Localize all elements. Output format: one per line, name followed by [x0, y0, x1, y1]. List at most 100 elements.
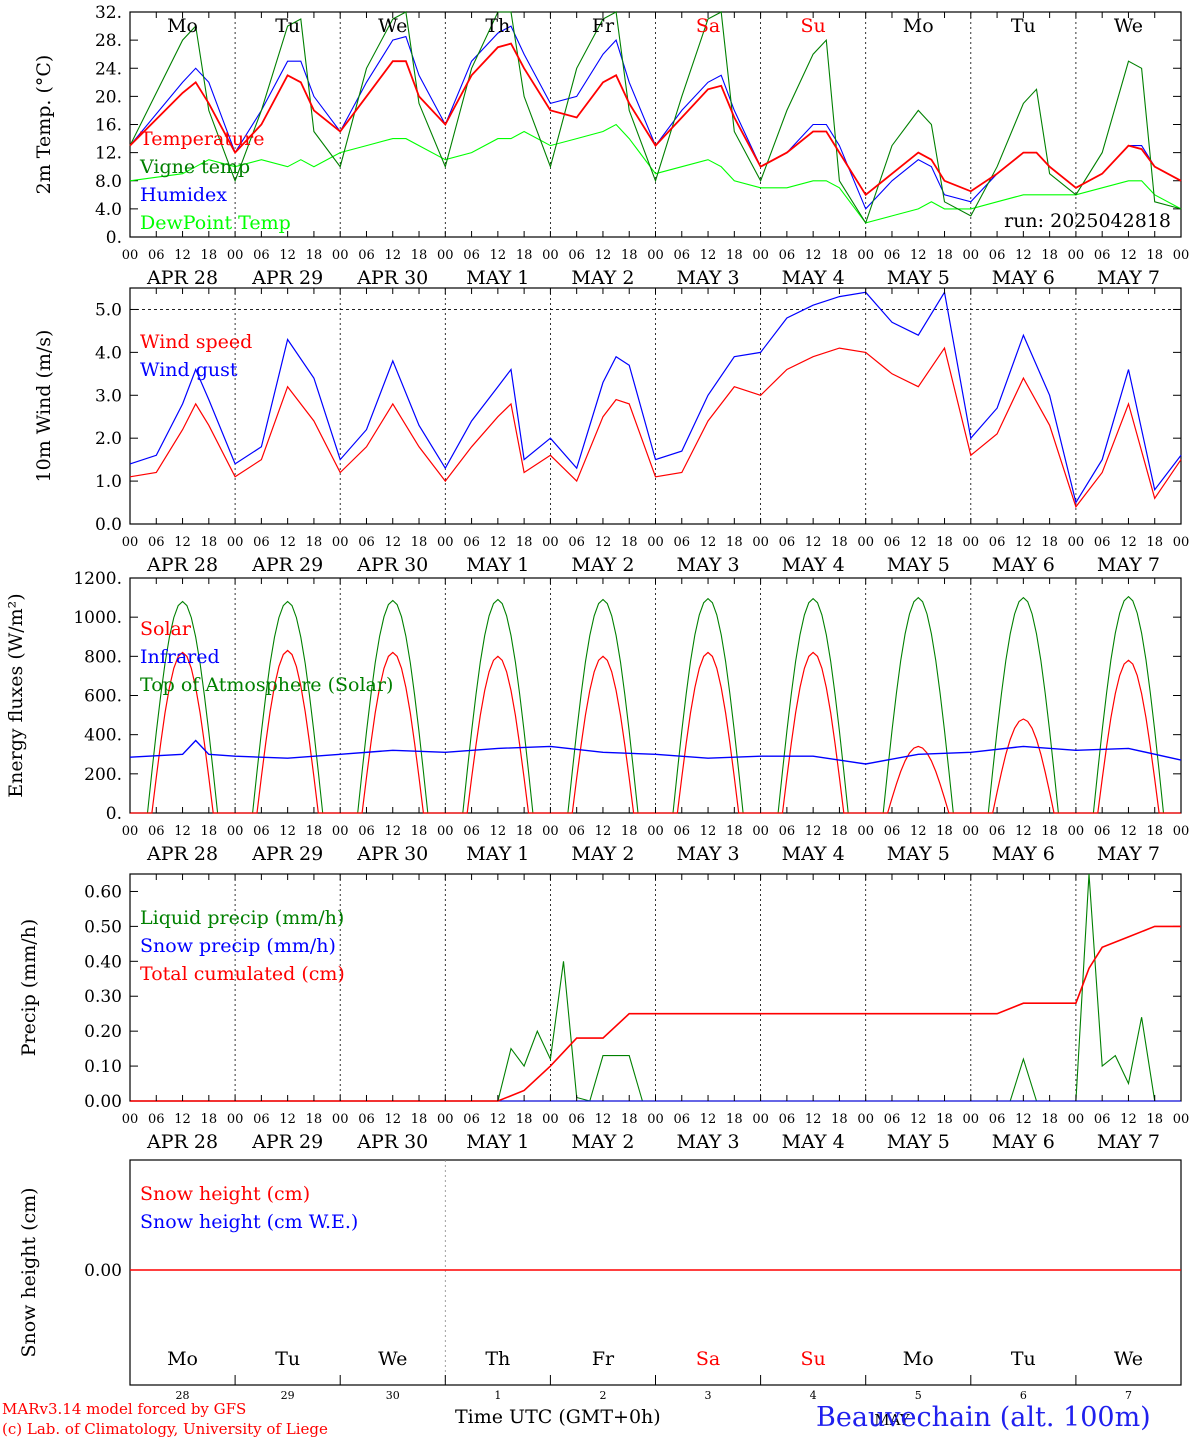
- date-label: MAY 3: [677, 843, 740, 865]
- legend-entry: Solar: [140, 618, 192, 640]
- hour-tick-label: 06: [674, 535, 691, 550]
- hour-tick-label: 06: [253, 535, 270, 550]
- hour-tick-label: 18: [936, 535, 953, 550]
- hour-tick-label: 18: [621, 1112, 638, 1127]
- date-label: MAY 6: [992, 267, 1055, 289]
- day-number: 3: [705, 1389, 712, 1402]
- hour-tick-label: 00: [437, 248, 454, 263]
- hour-tick-label: 00: [332, 535, 349, 550]
- hour-tick-label: 18: [201, 535, 218, 550]
- hour-tick-label: 00: [857, 535, 874, 550]
- hour-tick-label: 18: [411, 248, 428, 263]
- series-wind-gust: [129, 290, 1182, 505]
- date-label: MAY 2: [571, 267, 634, 289]
- date-label: MAY 5: [887, 554, 950, 576]
- day-name: We: [378, 15, 407, 37]
- hour-tick-label: 18: [1041, 824, 1058, 839]
- hour-tick-label: 18: [411, 535, 428, 550]
- y-tick-label: 600.: [84, 687, 122, 707]
- hour-tick-label: 12: [700, 535, 717, 550]
- legend-entry: Infrared: [140, 646, 220, 668]
- hour-tick-label: 00: [1173, 1112, 1190, 1127]
- y-tick-label: 0.50: [84, 917, 122, 937]
- hour-tick-label: 00: [752, 824, 769, 839]
- hour-tick-label: 06: [779, 248, 796, 263]
- hour-tick-label: 00: [1173, 535, 1190, 550]
- hour-tick-label: 12: [1015, 248, 1032, 263]
- hour-tick-label: 18: [621, 535, 638, 550]
- y-tick-label: 16.: [95, 116, 122, 136]
- hour-tick-label: 06: [358, 1112, 375, 1127]
- hour-tick-label: 18: [726, 1112, 743, 1127]
- legend-entry: Top of Atmosphere (Solar): [140, 674, 393, 696]
- day-number: 2: [599, 1389, 606, 1402]
- y-tick-label: 4.0: [95, 200, 122, 220]
- hour-tick-label: 00: [647, 535, 664, 550]
- hour-tick-label: 00: [437, 535, 454, 550]
- hour-tick-label: 18: [1041, 248, 1058, 263]
- y-tick-label: 0.00: [84, 1092, 122, 1112]
- hour-tick-label: 00: [752, 248, 769, 263]
- hour-tick-label: 00: [227, 1112, 244, 1127]
- y-tick-label: 0.60: [84, 882, 122, 902]
- hour-tick-label: 06: [463, 824, 480, 839]
- date-label: APR 29: [251, 554, 323, 576]
- date-label: MAY 4: [782, 554, 845, 576]
- hour-tick-label: 00: [437, 1112, 454, 1127]
- y-tick-label: 3.0: [95, 386, 122, 406]
- day-name: We: [1114, 1348, 1143, 1370]
- hour-tick-label: 12: [174, 824, 191, 839]
- hour-tick-label: 18: [516, 824, 533, 839]
- hour-tick-label: 00: [1068, 824, 1085, 839]
- day-name: Mo: [903, 1348, 934, 1370]
- hour-tick-label: 06: [568, 824, 585, 839]
- hour-tick-label: 06: [989, 535, 1006, 550]
- day-name: Tu: [1011, 15, 1036, 37]
- hour-tick-label: 12: [279, 248, 296, 263]
- day-name: Th: [485, 1348, 510, 1370]
- hour-tick-label: 18: [726, 535, 743, 550]
- y-tick-label: 1200.: [73, 569, 122, 589]
- panel-precip: 0.00 0.10 0.20 0.30 0.40 0.50 0.60 Precip (mm/h…: [18, 873, 1190, 1153]
- date-label: MAY 1: [466, 267, 529, 289]
- hour-tick-label: 06: [779, 535, 796, 550]
- hour-tick-label: 12: [174, 535, 191, 550]
- series-temperature: [129, 42, 1182, 197]
- hour-tick-label: 12: [1120, 535, 1137, 550]
- hour-tick-label: 18: [1146, 535, 1163, 550]
- hour-tick-label: 12: [910, 535, 927, 550]
- hour-tick-label: 00: [1068, 535, 1085, 550]
- hour-tick-label: 18: [516, 248, 533, 263]
- hour-tick-label: 00: [857, 824, 874, 839]
- hour-tick-label: 00: [332, 248, 349, 263]
- hour-tick-label: 18: [306, 535, 323, 550]
- date-label: APR 30: [356, 843, 428, 865]
- legend-entry: Vigne temp: [139, 156, 250, 178]
- y-tick-label: 0.: [106, 804, 122, 824]
- hour-tick-label: 12: [1015, 824, 1032, 839]
- day-name: Su: [801, 15, 826, 37]
- hour-tick-label: 12: [384, 248, 401, 263]
- panel-energy: 0. 200. 400. 600. 800. 1000. 1200. Energy fluxe…: [5, 569, 1189, 865]
- hour-tick-label: 12: [805, 1112, 822, 1127]
- y-tick-label: 0.00: [84, 1261, 122, 1281]
- hour-tick-label: 06: [358, 824, 375, 839]
- y-tick-label: 400.: [84, 726, 122, 746]
- y-axis-label: Snow height (cm): [18, 1187, 40, 1357]
- day-name: Fr: [592, 1348, 615, 1370]
- hour-tick-label: 00: [227, 248, 244, 263]
- hour-tick-label: 18: [516, 1112, 533, 1127]
- hour-tick-label: 06: [148, 535, 165, 550]
- hour-tick-label: 06: [884, 535, 901, 550]
- hour-tick-label: 12: [279, 535, 296, 550]
- hour-tick-label: 12: [490, 1112, 507, 1127]
- day-name: Fr: [592, 15, 615, 37]
- hour-tick-label: 12: [384, 1112, 401, 1127]
- hour-tick-label: 12: [490, 535, 507, 550]
- hour-tick-label: 06: [463, 535, 480, 550]
- hour-tick-label: 12: [174, 1112, 191, 1127]
- hour-tick-label: 06: [1094, 824, 1111, 839]
- hour-tick-label: 12: [805, 535, 822, 550]
- hour-tick-label: 00: [332, 824, 349, 839]
